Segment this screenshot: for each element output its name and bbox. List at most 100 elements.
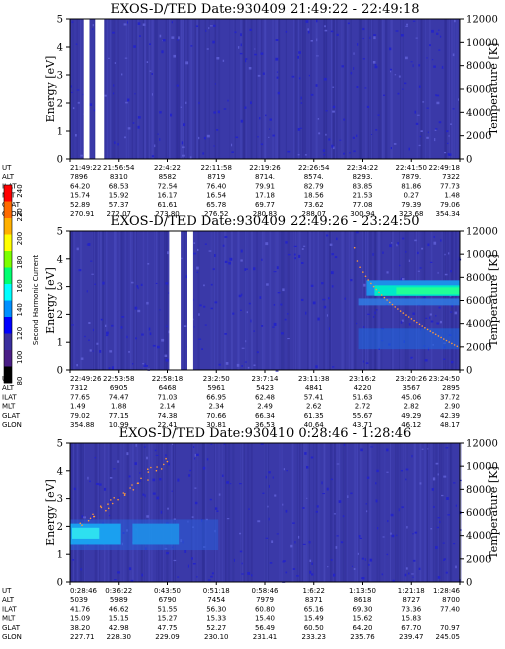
spectrogram-speckle [294,541,296,544]
ephemeris-value: 69.77 [255,201,275,209]
spectrogram-speckle [439,520,441,524]
spectrogram-speckle [121,316,125,318]
spectrogram-stripe [126,443,128,582]
spectrogram-stripe [340,443,342,582]
spectrogram-stripe [428,443,429,582]
spectrogram-speckle [142,363,145,365]
spectrogram-speckle [189,469,192,472]
ephemeris-value: 73.36 [401,605,422,613]
spectrogram-speckle [88,322,91,324]
spectrogram-speckle [260,52,264,55]
ephemeris-value: 245.05 [436,633,461,641]
spectrogram-stripe [156,19,158,159]
spectrogram-speckle [90,517,93,521]
ephemeris-value: 8719 [207,173,225,181]
spectrogram-speckle [76,247,79,251]
spectrogram-speckle [167,251,169,255]
spectrogram-stripe [233,19,235,159]
spectrogram-stripe [372,19,374,159]
colorbar-swatch [4,185,12,202]
spectrogram-speckle [318,132,321,135]
spectrogram-speckle [332,86,335,88]
spectrogram-speckle [151,73,153,75]
spectrogram-stripe [116,19,119,159]
spectrogram-stripe [308,231,311,370]
spectrogram-speckle [416,114,420,116]
y2-tick-label: 6000 [466,296,491,307]
spectrogram-speckle [421,448,424,450]
spectrogram-stripe [144,19,146,159]
spectrogram-speckle [430,320,434,323]
spectrogram-speckle [349,152,351,154]
spectrogram-speckle [143,446,146,448]
spectrogram-stripe [309,19,312,159]
ephemeris-value: 239.47 [399,633,424,641]
spectrogram-stripe [223,231,226,370]
spectrogram-stripe [166,231,168,370]
spectrogram-stripe [100,231,103,370]
spectrogram-stripe [83,443,85,582]
spectrogram-stripe [156,443,157,582]
spectrogram-speckle [137,116,141,119]
temperature-trace-point [163,463,165,466]
spectrogram-stripe [344,443,347,582]
y2-tick-label: 2000 [466,131,491,142]
temperature-trace-point [370,282,372,285]
spectrogram-stripe [241,443,243,582]
ephemeris-value: 323.68 [399,210,424,218]
spectrogram-speckle [265,537,269,539]
temperature-trace-point [456,345,459,348]
spectrogram-stripe [356,443,358,582]
spectrogram-speckle [342,515,345,518]
spectrogram-stripe [367,443,369,582]
spectrogram-speckle [340,541,344,544]
spectrogram-speckle [286,470,288,472]
spectrogram-stripe [332,19,334,159]
spectrogram-stripe [131,443,134,582]
spectrogram-speckle [183,123,186,127]
spectrogram-speckle [196,576,198,578]
spectrogram-speckle [177,39,179,41]
spectrogram-speckle [344,297,346,300]
ephemeris-value: 7322 [442,173,460,181]
spectrogram-speckle [141,573,143,577]
spectrogram-speckle [368,563,370,566]
ephemeris-value: 45.06 [401,393,422,401]
spectrogram-speckle [285,30,288,33]
spectrogram-speckle [359,537,362,539]
ephemeris-value: 5039 [70,596,88,604]
ephemeris-value: 66.95 [206,393,226,401]
y2-tick-label: 12000 [466,15,498,26]
spectrogram-speckle [241,365,243,367]
spectrogram-speckle [259,117,261,120]
spectrogram-stripe [256,19,258,159]
spectrogram-speckle [193,446,195,448]
spectrogram-stripe [163,443,164,582]
spectrogram-speckle [268,471,271,474]
spectrogram-stripe [103,231,106,370]
colorbar-swatch [4,251,12,268]
spectrogram-speckle [431,59,434,61]
ephemeris-value: 7312 [70,384,88,392]
spectrogram-speckle [437,517,441,519]
spectrogram-speckle [402,278,405,281]
spectrogram-stripe [215,443,216,582]
spectrogram-stripe [319,443,321,582]
spectrogram-stripe [194,19,197,159]
spectrogram-stripe [436,443,439,582]
spectrogram-speckle [447,153,449,156]
spectrogram-speckle [324,29,328,32]
spectrogram-speckle [238,294,242,298]
spectrogram-stripe [111,19,114,159]
ephemeris-value: 22:19:26 [249,164,281,172]
spectrogram-speckle [272,326,275,328]
spectrogram-speckle [411,573,414,575]
spectrogram-speckle [415,37,418,39]
spectrogram-speckle [106,331,109,335]
data-gap [83,19,90,159]
spectrogram-speckle [176,84,179,87]
colorbar-swatch [4,333,12,351]
spectrogram-speckle [140,283,143,286]
spectrogram-speckle [190,45,193,47]
spectrogram-speckle [100,318,103,321]
